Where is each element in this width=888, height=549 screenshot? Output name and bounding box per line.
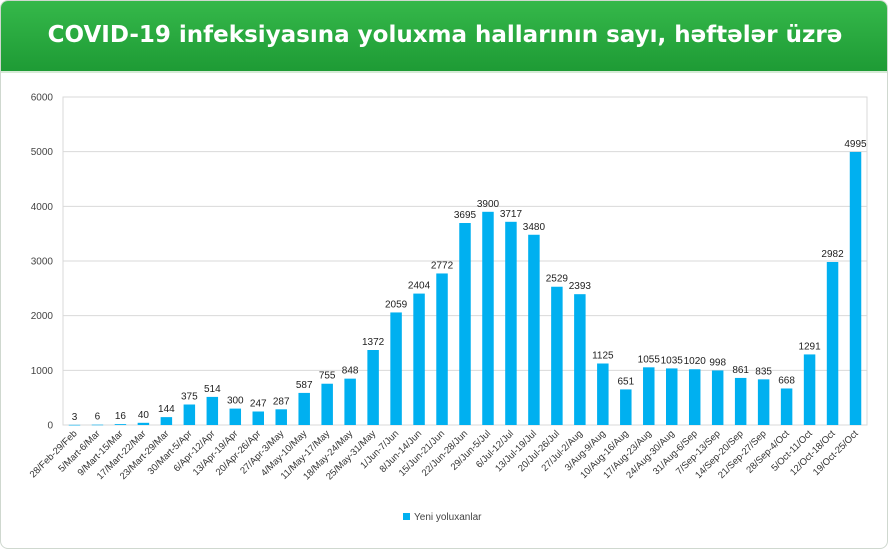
data-label: 848 xyxy=(342,366,359,377)
data-label: 247 xyxy=(250,398,267,409)
data-label: 2404 xyxy=(408,281,431,292)
bar-5 xyxy=(183,404,196,425)
data-label: 2772 xyxy=(431,260,454,271)
y-tick-label: 2000 xyxy=(31,311,54,322)
data-label: 651 xyxy=(617,376,634,387)
bar-2 xyxy=(114,424,127,425)
bar-10 xyxy=(298,392,310,425)
data-label: 1291 xyxy=(798,341,821,352)
bar-14 xyxy=(390,312,402,425)
data-label: 2982 xyxy=(821,249,844,260)
bar-6 xyxy=(206,396,219,425)
data-label: 287 xyxy=(273,396,290,407)
bar-32 xyxy=(803,354,816,425)
data-label: 755 xyxy=(319,371,336,382)
bar-27 xyxy=(688,369,701,425)
bar-1 xyxy=(91,424,104,426)
bar-16 xyxy=(436,273,448,425)
y-tick-label: 5000 xyxy=(31,147,54,158)
data-label: 144 xyxy=(158,404,175,415)
data-label: 668 xyxy=(778,375,795,386)
bar-24 xyxy=(620,389,632,425)
data-label: 1125 xyxy=(592,351,614,362)
bar-31 xyxy=(780,388,793,425)
data-label: 1035 xyxy=(661,355,684,366)
bar-26 xyxy=(666,368,678,425)
data-label: 861 xyxy=(732,365,749,376)
bar-29 xyxy=(734,377,747,425)
legend-swatch xyxy=(403,513,410,520)
bar-17 xyxy=(459,223,471,425)
y-tick-label: 1000 xyxy=(31,366,54,377)
bar-20 xyxy=(528,234,540,425)
data-label: 2059 xyxy=(385,299,408,310)
data-label: 4995 xyxy=(844,139,867,150)
bar-0 xyxy=(68,424,81,426)
bar-3 xyxy=(137,422,150,425)
data-label: 1020 xyxy=(684,356,707,367)
data-label: 3717 xyxy=(500,209,523,220)
bar-13 xyxy=(367,349,379,425)
title-banner: COVID-19 infeksiyasına yoluxma hallarını… xyxy=(1,1,887,73)
data-label: 3 xyxy=(72,412,78,423)
bar-28 xyxy=(711,370,724,425)
bar-12 xyxy=(344,378,356,425)
bar-30 xyxy=(757,379,770,425)
bar-19 xyxy=(505,221,517,425)
data-label: 375 xyxy=(181,392,198,403)
data-label: 1372 xyxy=(362,337,385,348)
bar-4 xyxy=(160,417,173,425)
y-tick-label: 3000 xyxy=(31,257,54,268)
bar-22 xyxy=(574,294,586,425)
data-label: 587 xyxy=(296,380,313,391)
data-label: 835 xyxy=(755,366,772,377)
data-label: 3695 xyxy=(454,210,477,221)
data-label: 514 xyxy=(204,384,221,395)
bar-7 xyxy=(229,408,242,425)
data-label: 3480 xyxy=(523,222,546,233)
data-label: 2529 xyxy=(546,274,569,285)
data-label: 6 xyxy=(95,412,101,423)
data-label: 2393 xyxy=(569,281,592,292)
bar-15 xyxy=(413,293,425,425)
y-tick-label: 4000 xyxy=(31,202,54,213)
data-label: 1055 xyxy=(638,354,661,365)
bar-8 xyxy=(252,411,264,425)
y-tick-label: 0 xyxy=(47,421,53,432)
bar-9 xyxy=(275,409,287,425)
data-label: 300 xyxy=(227,396,244,407)
bar-23 xyxy=(597,363,609,425)
y-tick-label: 6000 xyxy=(31,93,54,104)
data-label: 998 xyxy=(709,357,726,368)
bar-11 xyxy=(321,383,333,425)
legend-label: Yeni yoluxanlar xyxy=(414,512,482,523)
bar-25 xyxy=(643,367,655,425)
data-label: 40 xyxy=(138,410,150,421)
bar-18 xyxy=(482,211,494,425)
chart-title: COVID-19 infeksiyasına yoluxma hallarını… xyxy=(47,22,843,48)
bar-21 xyxy=(551,286,563,425)
data-label: 16 xyxy=(115,411,127,422)
bar-33 xyxy=(826,261,839,425)
bar-34 xyxy=(849,151,862,425)
data-label: 3900 xyxy=(477,199,500,210)
